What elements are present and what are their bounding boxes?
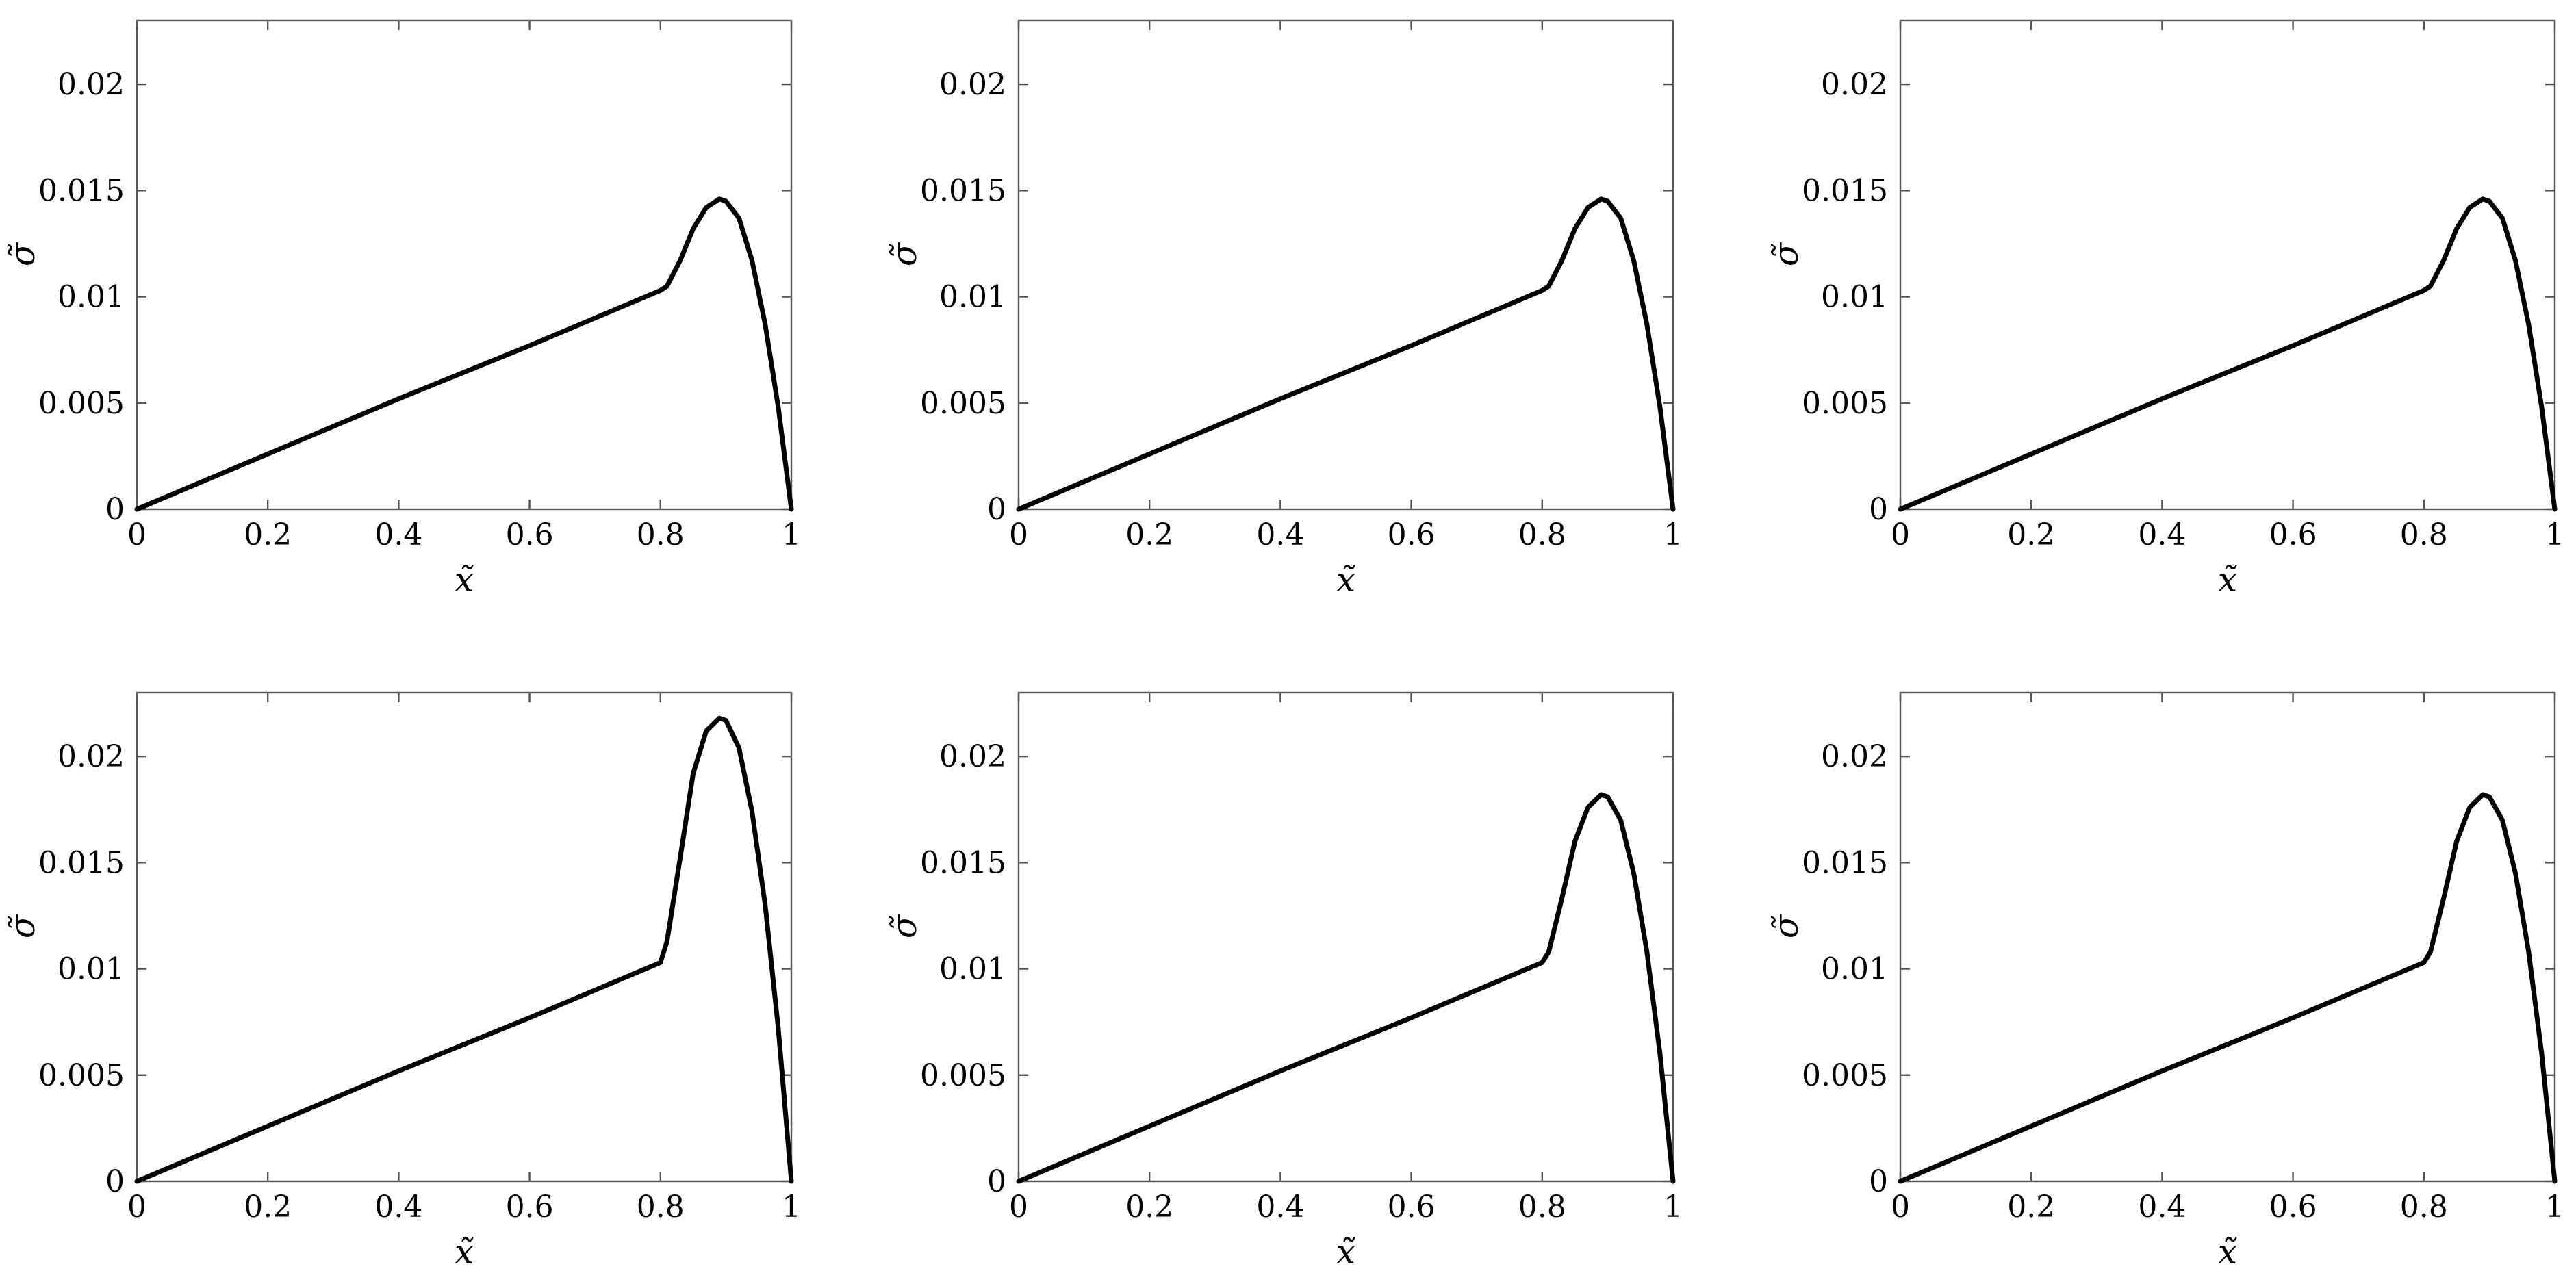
x-tick-label: 1 xyxy=(782,517,801,552)
series-line-1 xyxy=(1898,792,2558,1184)
y-tick-label: 0 xyxy=(987,1164,1006,1199)
x-tick-label: 1 xyxy=(1663,1190,1683,1224)
x-tick-label: 0.2 xyxy=(2007,1190,2055,1224)
y-tick-label: 0.005 xyxy=(1802,1058,1888,1093)
y-tick-label: 0.015 xyxy=(920,173,1006,208)
series-line-1 xyxy=(134,715,794,1184)
plot-frame xyxy=(1899,19,2556,511)
subplot-5: 0 0.2 0.4 0.6 0.8 1 0 0.005 0.01 0.015 0.02 x̃ σ̃ xyxy=(884,691,1683,1271)
x-tick-label: 0.4 xyxy=(1256,1190,1304,1224)
x-tick-label: 0.4 xyxy=(374,1190,422,1224)
subplot-6: 0 0.2 0.4 0.6 0.8 1 0 0.005 0.01 0.015 0.02 x̃ σ̃ xyxy=(1766,691,2564,1271)
x-tick-label: 0.4 xyxy=(374,517,422,552)
x-tick-label: 0.4 xyxy=(2138,517,2186,552)
x-axis-label: x̃ xyxy=(1336,560,1355,600)
x-tick-label: 0.4 xyxy=(1256,517,1304,552)
y-tick-label: 0.015 xyxy=(1802,173,1888,208)
x-tick-label: 0.2 xyxy=(244,517,292,552)
plot-frame xyxy=(1899,691,2556,1183)
y-tick-label: 0.005 xyxy=(920,386,1006,421)
x-tick-label: 0.2 xyxy=(1125,1190,1173,1224)
subplot-1: 0 0.2 0.4 0.6 0.8 1 0 0.005 0.01 0.015 0.02 x̃ σ̃ xyxy=(3,19,801,600)
y-tick-label: 0.005 xyxy=(38,1058,125,1093)
x-tick-label: 0.8 xyxy=(2400,1190,2448,1224)
x-tick-label: 0 xyxy=(1891,1190,1910,1224)
y-axis-label: σ̃ xyxy=(3,914,42,938)
x-tick-label: 0.6 xyxy=(2269,1190,2317,1224)
x-tick-label: 0 xyxy=(127,1190,146,1224)
x-tick-label: 0.6 xyxy=(506,517,554,552)
y-tick-label: 0.02 xyxy=(58,67,125,102)
subplot-2: 0 0.2 0.4 0.6 0.8 1 0 0.005 0.01 0.015 0.02 x̃ σ̃ xyxy=(884,19,1683,600)
y-tick-label: 0.01 xyxy=(58,952,125,987)
x-tick-label: 0.2 xyxy=(244,1190,292,1224)
x-tick-label: 0 xyxy=(127,517,146,552)
x-axis-label: x̃ xyxy=(2218,1232,2237,1271)
x-tick-label: 0.6 xyxy=(1388,1190,1436,1224)
subplot-4: 0 0.2 0.4 0.6 0.8 1 0 0.005 0.01 0.015 0.02 x̃ σ̃ xyxy=(3,691,801,1271)
series-line-1 xyxy=(1016,196,1676,512)
y-tick-label: 0.01 xyxy=(1821,280,1888,315)
y-axis-label: σ̃ xyxy=(884,242,924,266)
y-axis-label: σ̃ xyxy=(1766,914,1806,938)
y-tick-label: 0.015 xyxy=(38,845,125,880)
y-tick-label: 0 xyxy=(1869,492,1888,527)
y-tick-label: 0.01 xyxy=(939,280,1006,315)
x-tick-label: 0 xyxy=(1891,517,1910,552)
y-axis-label: σ̃ xyxy=(884,914,924,938)
x-tick-label: 0 xyxy=(1009,517,1028,552)
y-tick-label: 0.01 xyxy=(58,280,125,315)
y-tick-label: 0.01 xyxy=(939,952,1006,987)
y-tick-label: 0.015 xyxy=(920,845,1006,880)
series-line-1 xyxy=(1898,196,2558,512)
x-tick-label: 1 xyxy=(782,1190,801,1224)
y-tick-label: 0.02 xyxy=(939,67,1006,102)
y-tick-label: 0 xyxy=(105,492,125,527)
x-tick-label: 0.2 xyxy=(2007,517,2055,552)
y-tick-label: 0.005 xyxy=(920,1058,1006,1093)
y-tick-label: 0.02 xyxy=(1821,739,1888,774)
x-tick-label: 1 xyxy=(2545,1190,2564,1224)
y-tick-label: 0.02 xyxy=(939,739,1006,774)
x-axis-label: x̃ xyxy=(455,560,474,600)
x-tick-label: 0.8 xyxy=(2400,517,2448,552)
y-tick-label: 0 xyxy=(105,1164,125,1199)
y-tick-label: 0.005 xyxy=(38,386,125,421)
x-tick-label: 0.8 xyxy=(637,517,685,552)
x-tick-label: 0.2 xyxy=(1125,517,1173,552)
plot-frame xyxy=(1017,19,1674,511)
y-tick-label: 0.015 xyxy=(38,173,125,208)
y-tick-label: 0 xyxy=(1869,1164,1888,1199)
plot-frame xyxy=(136,691,793,1183)
y-tick-label: 0 xyxy=(987,492,1006,527)
x-tick-label: 1 xyxy=(1663,517,1683,552)
x-axis-label: x̃ xyxy=(2218,560,2237,600)
series-line-1 xyxy=(1016,792,1676,1184)
y-tick-label: 0.02 xyxy=(1821,67,1888,102)
x-axis-label: x̃ xyxy=(455,1232,474,1271)
x-tick-label: 0.6 xyxy=(1388,517,1436,552)
series-line-1 xyxy=(134,196,794,512)
x-tick-label: 0.8 xyxy=(637,1190,685,1224)
plot-frame xyxy=(136,19,793,511)
x-tick-label: 1 xyxy=(2545,517,2564,552)
x-axis-label: x̃ xyxy=(1336,1232,1355,1271)
subplot-3: 0 0.2 0.4 0.6 0.8 1 0 0.005 0.01 0.015 0.02 x̃ σ̃ xyxy=(1766,19,2564,600)
x-tick-label: 0.4 xyxy=(2138,1190,2186,1224)
x-tick-label: 0.8 xyxy=(1518,517,1566,552)
x-tick-label: 0.8 xyxy=(1518,1190,1566,1224)
y-tick-label: 0.02 xyxy=(58,739,125,774)
plot-frame xyxy=(1017,691,1674,1183)
x-tick-label: 0.6 xyxy=(2269,517,2317,552)
x-tick-label: 0 xyxy=(1009,1190,1028,1224)
y-tick-label: 0.005 xyxy=(1802,386,1888,421)
y-axis-label: σ̃ xyxy=(3,242,42,266)
x-tick-label: 0.6 xyxy=(506,1190,554,1224)
y-tick-label: 0.01 xyxy=(1821,952,1888,987)
y-tick-label: 0.015 xyxy=(1802,845,1888,880)
y-axis-label: σ̃ xyxy=(1766,242,1806,266)
